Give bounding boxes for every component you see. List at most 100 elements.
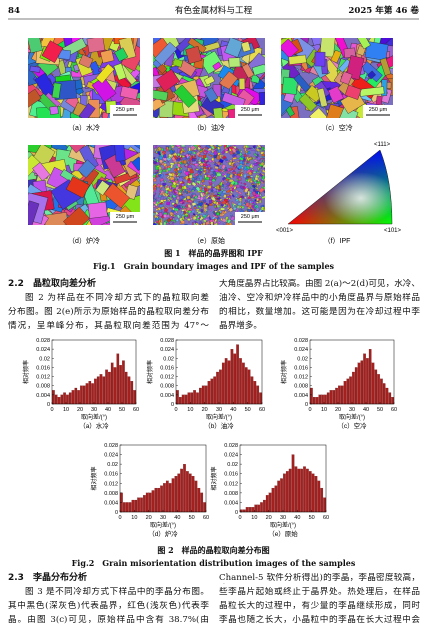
grain [215,162,221,165]
grain [251,168,254,171]
grain [176,178,179,181]
grain [216,154,221,160]
grain [174,168,178,173]
grain [101,111,109,118]
grain [262,155,265,159]
grain [253,195,258,199]
bar [66,394,69,405]
grain [158,161,162,165]
grain [172,188,176,191]
grain [221,92,246,108]
ipf-corner: <101> [384,228,402,234]
bar [154,487,158,513]
bar [71,390,75,405]
grain [165,187,170,191]
grain [225,181,231,187]
grain [245,202,250,207]
grain [173,196,178,201]
grain [210,221,214,225]
grain [229,173,234,179]
grain [255,147,261,153]
grain [261,172,265,177]
panel-label: （d）炉冷 [68,236,100,245]
grain [238,78,246,90]
x-tick-label: 20 [202,407,208,413]
grain [255,205,258,209]
grain [281,76,299,95]
grain [217,199,221,202]
grain [246,209,250,212]
x-tick-label: 30 [160,515,166,521]
x-tick-label: 30 [91,407,97,413]
grain [188,174,193,179]
grain [191,176,196,182]
bar [54,394,58,405]
grain [211,202,213,205]
bar [102,376,106,405]
x-tick-label: 50 [245,407,251,413]
grain [215,147,218,152]
grain [240,150,243,153]
scale-bar-label: 250 μm [241,107,260,113]
x-tick-label: 20 [146,515,152,521]
grain [314,51,326,67]
grain [232,171,236,175]
bar [257,504,260,513]
grain [159,204,164,208]
y-tick-label: 0.004 [294,393,308,399]
grain [171,202,175,206]
grain [197,195,201,198]
bar [88,381,92,405]
grain [181,215,185,221]
grain [231,147,237,153]
x-tick-label: 40 [105,407,111,413]
grain [234,173,237,176]
x-tick-label: 40 [174,515,180,521]
grain [242,166,246,170]
bar [240,509,243,513]
grain [169,149,174,155]
bar [242,509,246,513]
bar [382,383,386,405]
grain [232,145,235,148]
grain [154,199,157,203]
grain [104,154,126,178]
grain [183,147,187,151]
ipf-corner: <001> [276,228,294,234]
panel-label: （b）油冷 [193,123,225,132]
grain [171,190,175,194]
grain [261,185,264,188]
grain [211,178,216,183]
figure-caption: 图 2 样品的晶粒取向差分布图 [157,545,270,555]
grain [65,176,90,199]
bar [199,387,202,405]
grain [200,209,204,213]
y-tick-label: 0.02 [39,356,50,362]
grain [215,197,218,200]
bar [77,390,80,405]
grain [202,222,206,225]
grain [256,198,259,202]
grain [187,177,191,181]
grain [201,192,206,197]
grains [153,38,265,118]
grain [179,161,183,165]
grain [163,161,167,164]
grain [245,193,248,197]
figure-caption: 图 1 样品的晶界图和 IPF [164,248,263,258]
grain [240,41,251,53]
grain [231,194,235,198]
grain [180,162,184,166]
bar [137,497,140,513]
bar [343,381,347,405]
bar [110,362,114,405]
grain [194,163,199,166]
bar [210,378,214,405]
grain [235,150,240,155]
bar [143,495,146,513]
grain [218,145,222,147]
y-axis-label: 相对频率 [146,360,154,384]
grain [235,204,238,207]
grain [221,164,226,170]
